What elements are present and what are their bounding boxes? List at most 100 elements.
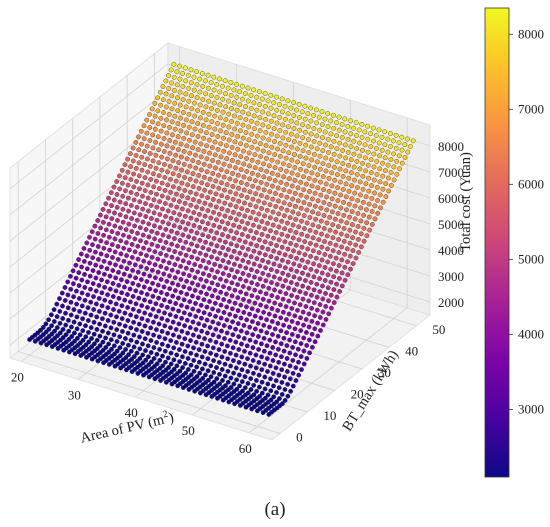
data-point [192, 262, 198, 267]
data-point [284, 181, 289, 187]
data-point [175, 121, 181, 126]
data-point [321, 226, 327, 231]
data-point [309, 183, 315, 189]
data-point [357, 179, 363, 185]
data-point [144, 117, 150, 123]
data-point [105, 292, 110, 298]
data-point [227, 299, 232, 304]
data-point [106, 208, 112, 214]
data-point [363, 181, 369, 187]
data-point [183, 226, 188, 232]
data-point [79, 277, 85, 283]
data-point [341, 239, 347, 244]
data-point [217, 237, 223, 243]
data-point [300, 283, 306, 289]
data-point [258, 315, 264, 321]
colorbar-tick-label: 4000 [518, 326, 544, 341]
data-point [265, 220, 270, 226]
data-point [183, 91, 189, 97]
data-point [158, 102, 163, 108]
data-point [73, 262, 79, 268]
data-point [289, 293, 294, 298]
data-point [148, 312, 153, 318]
data-point [218, 302, 224, 308]
data-point [129, 242, 135, 247]
data-point [236, 211, 242, 217]
data-point [210, 345, 216, 351]
data-point [164, 291, 170, 297]
data-point [87, 234, 92, 240]
data-point [331, 151, 337, 157]
data-point [154, 230, 160, 236]
data-point [118, 365, 124, 371]
data-point [219, 206, 225, 212]
data-point [176, 321, 182, 327]
data-point [304, 181, 309, 187]
data-point [364, 220, 369, 226]
data-point [255, 321, 261, 326]
data-point [188, 215, 194, 221]
data-point [189, 280, 195, 286]
data-point [253, 326, 258, 332]
data-point [210, 306, 215, 312]
data-point [295, 307, 300, 313]
data-point [262, 252, 268, 258]
data-point [196, 160, 201, 165]
data-point [272, 139, 277, 144]
data-point [76, 296, 82, 301]
data-point [197, 250, 203, 256]
data-point [203, 91, 208, 97]
data-point [223, 91, 228, 97]
data-point [323, 155, 329, 161]
data-point [248, 363, 253, 369]
data-point [223, 117, 229, 122]
data-point [238, 289, 243, 295]
data-point [311, 261, 316, 267]
data-point [298, 205, 304, 211]
data-point [202, 349, 208, 354]
data-point [374, 159, 380, 164]
data-point [197, 89, 203, 95]
data-point [145, 169, 151, 175]
data-point [332, 203, 338, 209]
data-point [312, 190, 318, 196]
data-point [332, 164, 337, 170]
data-point [165, 208, 171, 214]
data-point [259, 232, 265, 237]
data-point [264, 356, 270, 361]
data-point [152, 101, 158, 106]
data-point [54, 314, 60, 319]
data-point [242, 348, 247, 354]
data-point [107, 286, 113, 292]
data-point [219, 180, 224, 186]
z-grid-left [9, 115, 169, 242]
data-point [267, 324, 272, 330]
data-point [388, 170, 394, 175]
data-point [72, 330, 77, 336]
data-point [139, 303, 145, 308]
y-tick-label: 50 [432, 322, 445, 337]
data-point [233, 365, 239, 371]
data-point [144, 130, 150, 136]
data-point [196, 173, 202, 178]
data-point [266, 412, 272, 417]
data-point [171, 357, 177, 363]
data-point [147, 260, 152, 266]
data-point [315, 211, 321, 217]
data-point [243, 404, 249, 410]
data-point [73, 275, 79, 281]
data-point [326, 298, 331, 304]
data-point [262, 361, 267, 367]
data-point [220, 378, 225, 383]
data-point [192, 100, 197, 106]
data-point [283, 265, 288, 271]
data-point [382, 142, 388, 148]
data-point [323, 142, 328, 148]
data-point [57, 330, 63, 336]
data-point [249, 144, 255, 150]
data-point [94, 314, 100, 320]
data-point [360, 148, 365, 153]
data-point [229, 280, 235, 286]
data-point [277, 141, 283, 146]
data-point [185, 343, 191, 349]
